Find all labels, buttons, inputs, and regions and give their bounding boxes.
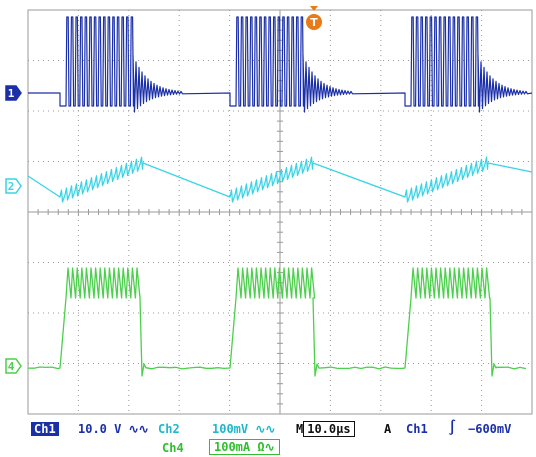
ch4-scale: 100mA Ω∿: [209, 439, 280, 455]
ch1-waveform: [28, 17, 532, 112]
timebase-value: 10.0µs: [303, 421, 354, 437]
channel-markers: 1 2 4 T: [6, 6, 322, 373]
svg-text:4: 4: [8, 360, 15, 373]
ch4-ground-marker[interactable]: 4: [6, 359, 21, 373]
ch2-ground-marker[interactable]: 2: [6, 179, 21, 193]
svg-text:T: T: [310, 16, 318, 29]
ch2-scale: 100mV ∿∿: [212, 422, 275, 436]
svg-text:1: 1: [8, 87, 15, 100]
trigger-slope-icon: ∫: [448, 421, 456, 435]
trigger-level[interactable]: −600mV: [468, 422, 511, 436]
ch1-ground-marker[interactable]: 1: [6, 86, 21, 100]
svg-text:2: 2: [8, 180, 15, 193]
trigger-source[interactable]: Ch1: [406, 422, 428, 436]
timebase-readout[interactable]: M 10.0µs: [296, 422, 355, 436]
trigger-mode[interactable]: A: [384, 422, 391, 436]
ch1-scale: 10.0 V ∿∿: [78, 422, 149, 436]
ch1-label[interactable]: Ch1: [31, 422, 59, 436]
ch2-label[interactable]: Ch2: [158, 422, 180, 436]
ch4-label[interactable]: Ch4: [162, 441, 184, 455]
ch4-waveform: [28, 268, 526, 376]
readout-bar: Ch1 10.0 V ∿∿ Ch2 100mV ∿∿ Ch4 100mA Ω∿ …: [0, 418, 536, 457]
